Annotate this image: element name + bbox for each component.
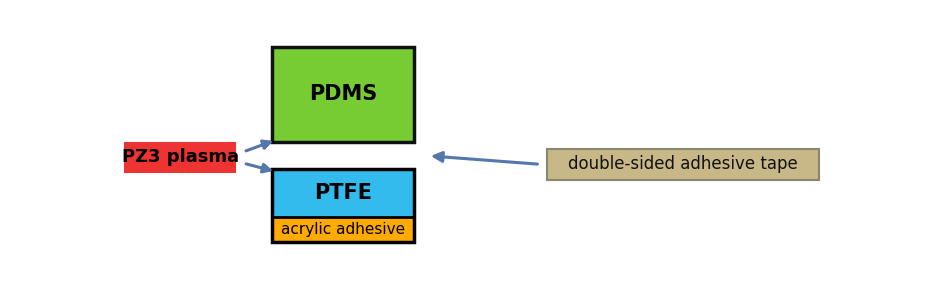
Text: acrylic adhesive: acrylic adhesive: [281, 222, 405, 237]
Bar: [273, 169, 414, 242]
Bar: [124, 142, 236, 173]
Bar: [273, 169, 414, 217]
Text: PTFE: PTFE: [314, 183, 372, 203]
Text: double-sided adhesive tape: double-sided adhesive tape: [568, 155, 798, 173]
Text: PZ3 plasma: PZ3 plasma: [121, 148, 239, 166]
Bar: [273, 47, 414, 142]
Bar: [273, 217, 414, 242]
Bar: [547, 149, 819, 180]
Text: PDMS: PDMS: [309, 84, 377, 104]
